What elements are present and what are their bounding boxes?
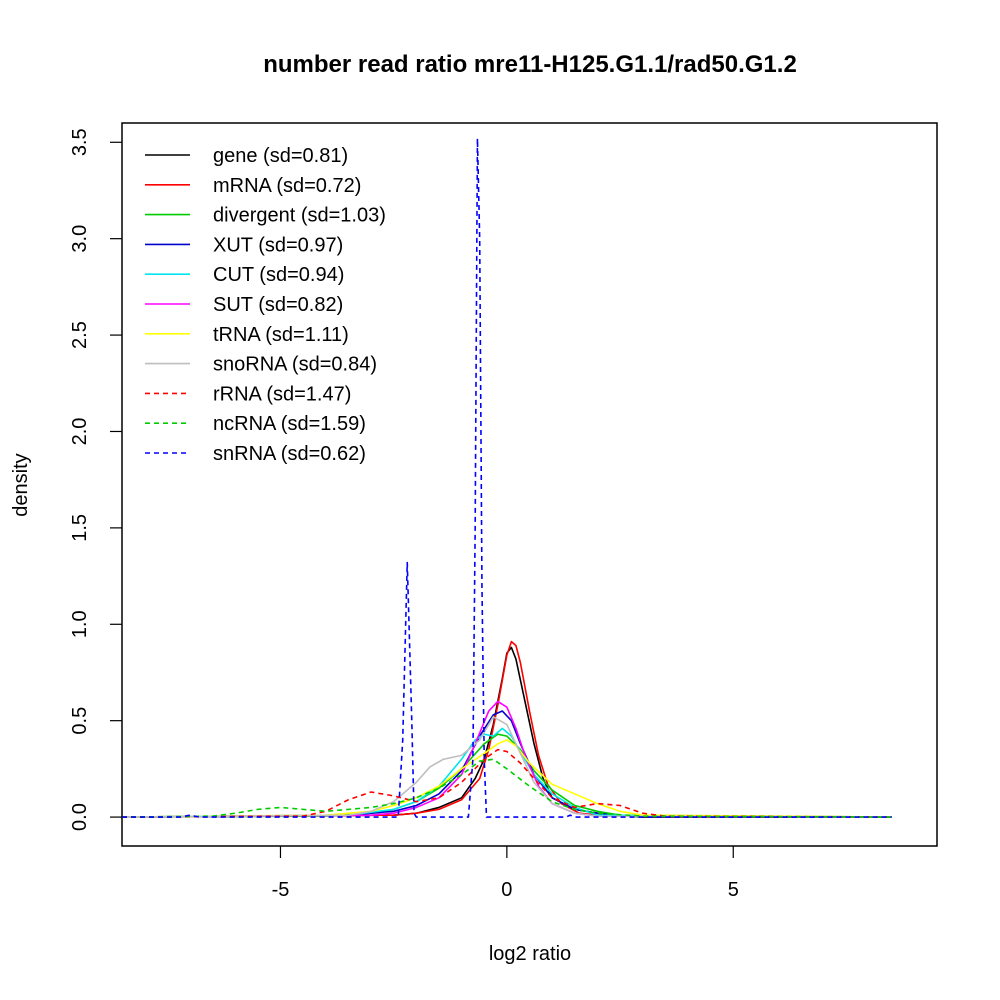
legend-label-5: SUT (sd=0.82) (213, 294, 343, 316)
legend-label-9: ncRNA (sd=1.59) (213, 413, 366, 435)
series-layer (121, 137, 892, 818)
legend-label-4: CUT (sd=0.94) (213, 264, 344, 286)
y-tick-label-7: 3.5 (69, 128, 91, 156)
series-line-6 (121, 739, 892, 818)
y-tick-label-0: 0.0 (69, 803, 91, 831)
y-axis: 0.0 0.5 1.0 1.5 2.0 2.5 3.0 3.5 (69, 128, 123, 831)
y-tick-label-6: 3.0 (69, 225, 91, 253)
series-line-2 (121, 733, 892, 818)
series-line-5 (121, 700, 892, 818)
legend-label-2: divergent (sd=1.03) (213, 205, 386, 227)
y-tick-label-3: 1.5 (69, 514, 91, 542)
x-axis: -5 0 5 (272, 845, 739, 901)
series-line-4 (121, 727, 892, 818)
series-line-3 (121, 710, 892, 818)
plot-frame (121, 122, 938, 847)
y-tick-label-1: 0.5 (69, 707, 91, 735)
y-tick-label-2: 1.0 (69, 610, 91, 638)
y-axis-label: density (10, 453, 32, 516)
x-tick-label-0: -5 (272, 879, 290, 901)
y-tick-label-4: 2.0 (69, 418, 91, 446)
legend-label-8: rRNA (sd=1.47) (213, 383, 351, 405)
legend-label-1: mRNA (sd=0.72) (213, 175, 361, 197)
series-line-1 (121, 640, 892, 818)
series-line-10 (122, 137, 892, 818)
x-axis-label: log2 ratio (489, 943, 571, 965)
chart-title: number read ratio mre11-H125.G1.1/rad50.… (263, 51, 797, 78)
legend-label-7: snoRNA (sd=0.84) (213, 354, 377, 376)
y-tick-label-5: 2.5 (69, 321, 91, 349)
legend-label-0: gene (sd=0.81) (213, 145, 348, 167)
series-line-8 (121, 748, 892, 818)
series-line-9 (121, 758, 892, 818)
x-tick-label-2: 5 (728, 879, 739, 901)
legend-label-10: snRNA (sd=0.62) (213, 443, 366, 465)
legend-label-6: tRNA (sd=1.11) (213, 324, 349, 346)
legend-label-3: XUT (sd=0.97) (213, 234, 343, 256)
x-tick-label-1: 0 (501, 879, 512, 901)
legend: gene (sd=0.81) mRNA (sd=0.72) divergent (s… (145, 145, 386, 465)
